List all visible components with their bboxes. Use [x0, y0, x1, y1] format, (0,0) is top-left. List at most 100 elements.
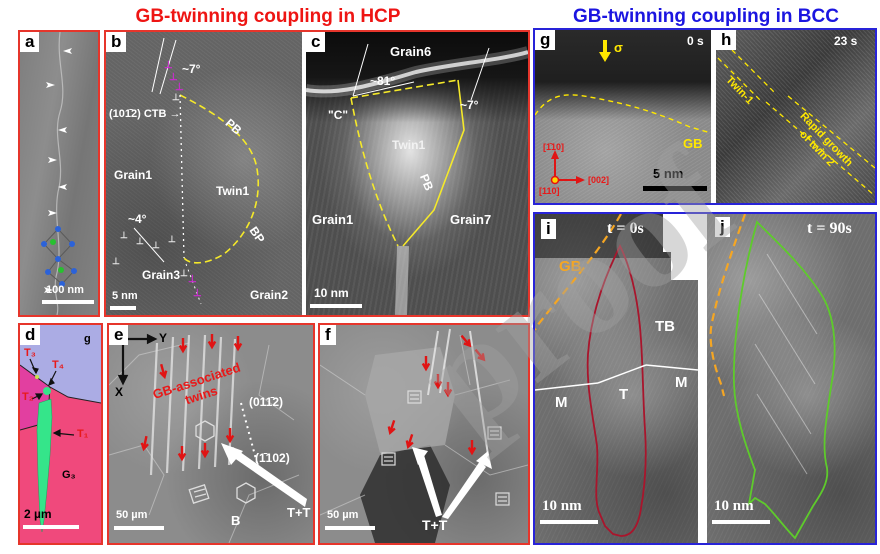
panel-ij-box: i t = 0s GB TB M T M 10 nm j t = 90s 10 [533, 212, 877, 545]
twin-top-edge [350, 79, 459, 99]
panel-i-annotations [535, 214, 698, 537]
panel-e-label: e [109, 325, 129, 345]
twin-bands [149, 334, 237, 476]
image-notch-step [671, 252, 698, 280]
panel-j-annotations [709, 214, 836, 540]
panel-f-annotations [320, 328, 528, 543]
panel-c-scale-text: 10 nm [314, 286, 349, 300]
panel-a-scale-bar [42, 300, 94, 304]
cube-icons [381, 390, 510, 506]
panel-h-image: h 23 s Twin-1 Rapid growth of twin 2 [716, 30, 875, 203]
panel-g-time: 0 s [687, 34, 704, 48]
dir-002-label: [002] [588, 175, 610, 185]
gb-label: GB [683, 136, 703, 151]
grain6-label: Grain6 [390, 44, 432, 59]
gb-label: GB [559, 258, 582, 275]
dislocation-symbol: ⊥ [193, 288, 202, 299]
panel-h-label: h [716, 30, 737, 50]
gb-glow [306, 50, 528, 94]
panel-j-time: t = 90s [807, 220, 852, 237]
m-left-label: M [555, 394, 568, 411]
twin-t2-green-blob [43, 387, 51, 395]
panel-c-image: c Grain6 ~81° ~7° "C" Twin1 PB Grain1 Gr… [306, 32, 528, 315]
tt-label: T+T [422, 517, 448, 533]
matrix-twin-lines [535, 364, 698, 391]
panel-f-scale-text: 50 µm [327, 509, 359, 521]
t4-label: T₄ [52, 359, 64, 371]
panel-j-scale-bar [712, 520, 770, 524]
panel-d-box: d g T₃ T₄ T₂ T₁ G₃ 2 µm [18, 323, 103, 545]
panel-j-label: j [715, 217, 730, 237]
hcp-group-title: GB-twinning coupling in HCP [135, 6, 401, 27]
angle-7-label: ~7° [460, 98, 479, 112]
panel-e-box: e Y X GB-associated twins (011̄2) (1̄102… [107, 323, 315, 545]
twin1-label: Twin1 [392, 138, 426, 152]
panel-i-scale-text: 10 nm [542, 498, 582, 514]
grain2-label: Grain2 [250, 288, 289, 302]
t3-label: T₃ [24, 347, 36, 359]
panel-e-annotations [109, 332, 307, 543]
panel-g-scale-text: 5 nm [653, 166, 684, 181]
t2-label: T₂ [22, 391, 34, 403]
unit-cell-schematic [41, 226, 77, 287]
panel-g-label: g [535, 30, 556, 50]
panel-a-scale-text: 100 nm [46, 284, 84, 296]
twin-t1-green [36, 398, 53, 533]
dislocation-symbol: ⊥ [175, 82, 184, 93]
dislocation-symbol-white: ⊥ [152, 240, 160, 250]
panel-b-scale-text: 5 nm [112, 290, 138, 302]
panel-j-image: j t = 90s 10 nm [707, 214, 875, 543]
dislocation-symbol-white: ⊥ [180, 268, 188, 278]
dislocation-symbol: ⊥ [188, 274, 197, 285]
panel-f-label: f [320, 325, 336, 345]
panel-i-label: i [541, 219, 556, 239]
g3-label: G₃ [62, 469, 76, 481]
crystal-axes [550, 150, 585, 185]
image-notch [663, 214, 698, 252]
ctb-dotted-line [179, 94, 185, 259]
light-grain [365, 347, 455, 453]
twin-left-edge [350, 97, 399, 247]
gb-dashed-line [535, 94, 711, 134]
white-arrows [44, 48, 72, 293]
plane-dotted-line [240, 402, 258, 464]
dislocation-symbol-white: ⊥ [136, 236, 144, 246]
panel-g-annotations [535, 40, 711, 185]
panel-f-box: f T+T 50 µm [318, 323, 530, 545]
panel-e-scale-bar [114, 526, 164, 530]
panel-e-image: e Y X GB-associated twins (011̄2) (1̄102… [109, 325, 313, 543]
ctb-label: (101̄2) CTB → [109, 108, 181, 120]
angle-7-label: ~7° [182, 62, 201, 76]
panel-g-image: g 0 s σ GB [1̄10] [002] [110] 5 nm [535, 30, 711, 203]
twin-outline-red [586, 243, 647, 537]
panel-bc-box: b ~7° (101̄2) CTB → Grain1 Twin1 PB ~4° … [104, 30, 530, 317]
bc-divider [302, 32, 306, 315]
twin1-label: Twin1 [216, 184, 250, 198]
panel-g-scale-bar [643, 186, 707, 191]
grain-boundary-line [54, 32, 64, 315]
panel-h-annotations [717, 49, 875, 197]
panel-e-scale-text: 50 µm [116, 509, 148, 521]
panel-i-time: t = 0s [607, 220, 644, 237]
angle-lines [352, 43, 490, 101]
gb-orange-dashed [535, 214, 622, 331]
sigma-label: σ [614, 40, 623, 55]
panel-gh-box: g 0 s σ GB [1̄10] [002] [110] 5 nm h 23 … [533, 28, 877, 205]
panel-i-image: i t = 0s GB TB M T M 10 nm [535, 214, 698, 543]
panel-f-scale-bar [325, 526, 375, 530]
twin-t3-speck [35, 375, 39, 379]
twin-dashed-lines [717, 49, 875, 197]
grain-network [109, 342, 300, 543]
panel-a-box: a 100 nm [18, 30, 100, 317]
b-label: B [231, 513, 241, 528]
panel-f-image: f T+T 50 µm [320, 325, 528, 543]
panel-a-image: a 100 nm [20, 32, 98, 315]
gh-divider [711, 30, 716, 203]
tb-label: TB [655, 318, 675, 335]
panel-b-label: b [106, 32, 127, 52]
panel-c-scale-bar [310, 304, 362, 308]
panel-i-scale-bar [540, 520, 598, 524]
twin-outline-green [733, 220, 836, 540]
big-white-arrow [221, 443, 307, 507]
